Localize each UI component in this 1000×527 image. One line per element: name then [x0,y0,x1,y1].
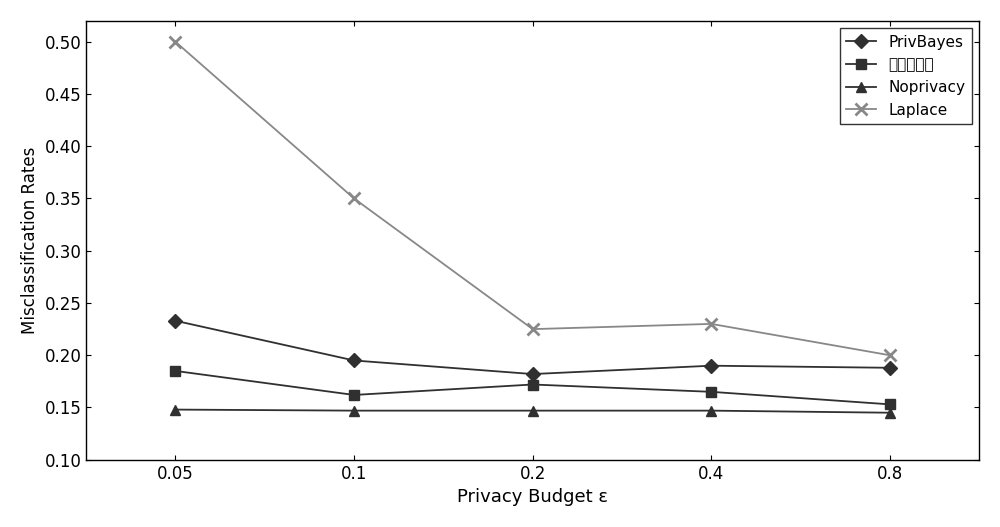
PrivBayes [348,357,360,364]
Noprivacy [527,407,539,414]
PrivBayes [884,365,896,371]
Laplace [527,326,539,333]
Noprivacy [169,406,181,413]
Line: 本发明方法: 本发明方法 [171,366,895,409]
Line: PrivBayes: PrivBayes [171,316,895,379]
本发明方法 [348,392,360,398]
Laplace [705,321,717,327]
本发明方法 [884,401,896,407]
本发明方法 [705,388,717,395]
PrivBayes [527,371,539,377]
Noprivacy [348,407,360,414]
Y-axis label: Misclassification Rates: Misclassification Rates [21,147,39,334]
Laplace [884,352,896,358]
PrivBayes [705,363,717,369]
PrivBayes [169,318,181,324]
Laplace [169,38,181,45]
Noprivacy [884,409,896,416]
Laplace [348,196,360,202]
X-axis label: Privacy Budget ε: Privacy Budget ε [457,488,608,506]
Line: Laplace: Laplace [169,35,896,362]
Noprivacy [705,407,717,414]
Legend: PrivBayes, 本发明方法, Noprivacy, Laplace: PrivBayes, 本发明方法, Noprivacy, Laplace [840,28,972,124]
本发明方法 [527,382,539,388]
Line: Noprivacy: Noprivacy [171,405,895,417]
本发明方法 [169,368,181,374]
